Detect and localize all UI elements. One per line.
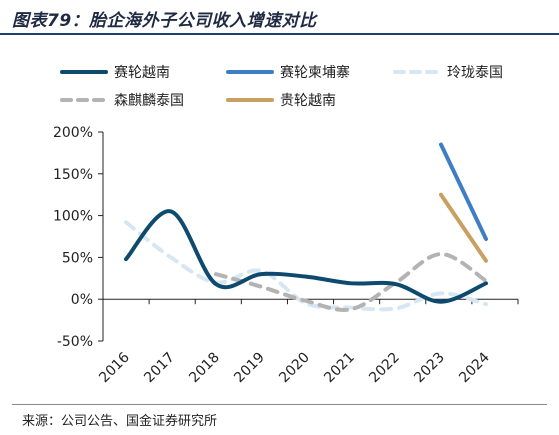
series-line-1 xyxy=(124,209,488,304)
legend-label-4: 森麒麟泰国 xyxy=(114,93,184,109)
legend-label-5: 贵轮越南 xyxy=(280,93,336,109)
x-tick-label: 2022 xyxy=(366,350,403,387)
y-tick-label: 100% xyxy=(53,209,93,225)
y-tick-label: -50% xyxy=(57,334,93,350)
plot-area xyxy=(124,142,488,312)
figure-title: 图表79：胎企海外子公司收入增速对比 xyxy=(12,11,317,31)
y-tick-label: 200% xyxy=(53,125,93,141)
y-tick-label: 150% xyxy=(53,167,93,183)
source-divider xyxy=(12,404,547,405)
x-tick-label: 2018 xyxy=(186,350,223,387)
x-axis: 2016 2017 2018 2019 2020 2021 2022 2023 2024 xyxy=(96,298,519,387)
title-underline xyxy=(0,33,559,35)
y-tick-label: 50% xyxy=(62,250,93,266)
x-tick-label: 2016 xyxy=(96,349,133,386)
x-tick-label: 2021 xyxy=(321,350,358,387)
series-line-2 xyxy=(439,142,488,242)
legend-label-3: 玲珑泰国 xyxy=(447,65,503,81)
x-tick-label: 2017 xyxy=(141,350,178,387)
series-line-3 xyxy=(124,220,488,312)
legend-label-1: 赛轮越南 xyxy=(114,65,170,81)
x-tick-label: 2024 xyxy=(456,349,493,386)
series-line-5 xyxy=(439,192,488,263)
source-note: 来源：公司公告、国金证券研究所 xyxy=(22,414,218,429)
y-axis: 200% 150% 100% 50% 0% -50% xyxy=(53,125,104,350)
x-tick-label: 2019 xyxy=(231,350,268,387)
x-tick-label: 2020 xyxy=(276,350,313,387)
series-line-4 xyxy=(214,252,488,312)
x-tick-label: 2023 xyxy=(411,350,448,387)
y-tick-label: 0% xyxy=(71,292,93,308)
legend-label-2: 赛轮柬埔寨 xyxy=(280,64,350,81)
